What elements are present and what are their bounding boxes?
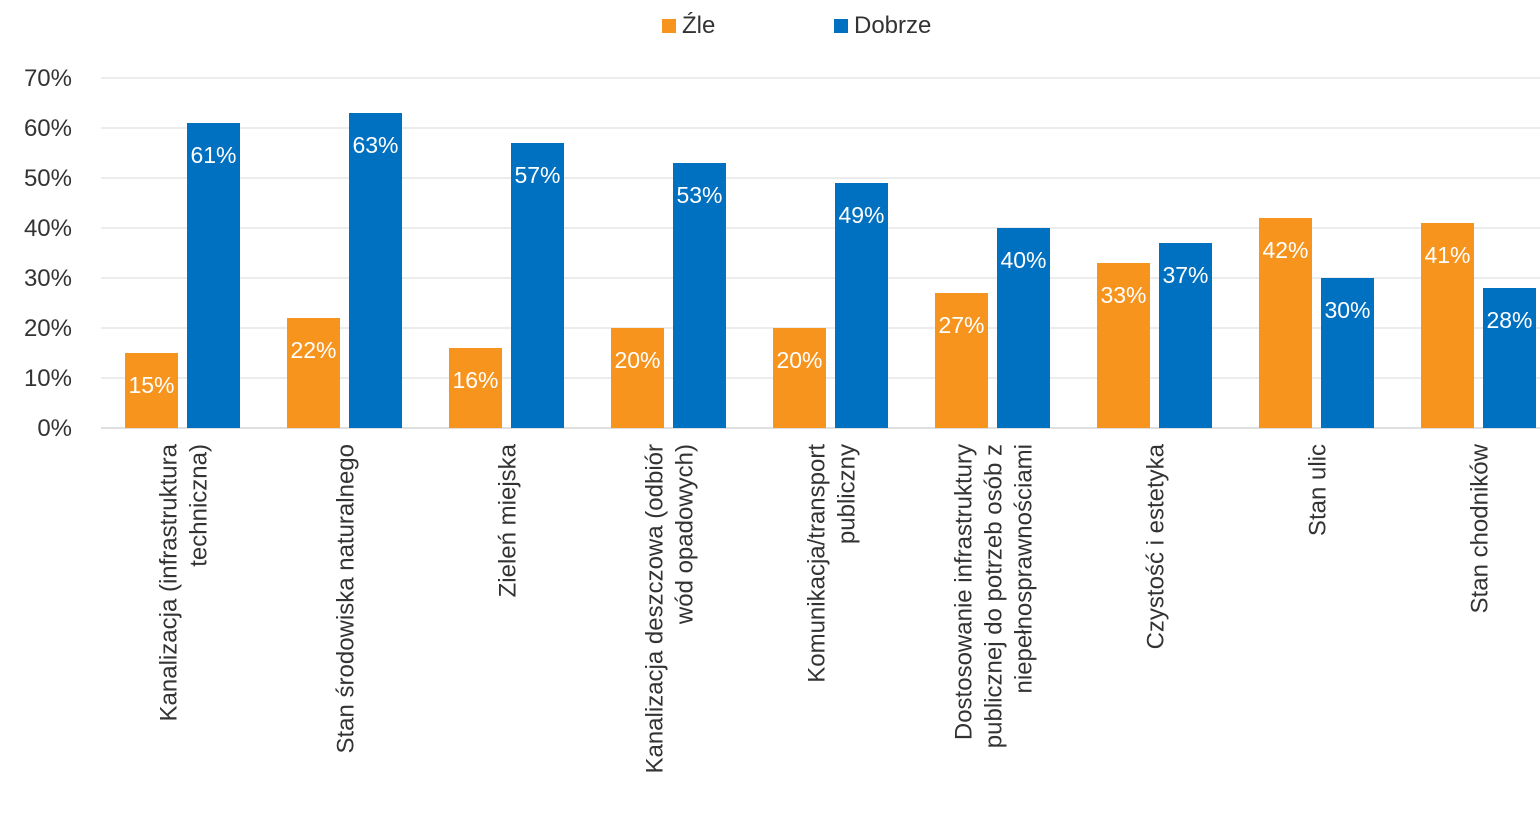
data-label: 20%: [614, 347, 660, 373]
data-label: 41%: [1424, 242, 1470, 268]
y-tick-label: 10%: [24, 365, 72, 392]
bar-dobrze: [349, 113, 402, 428]
y-tick-label: 0%: [37, 415, 72, 442]
legend-label-dobrze: Dobrze: [854, 12, 932, 39]
x-tick-label: wód opadowych): [672, 444, 699, 625]
bar-dobrze: [1483, 288, 1536, 428]
y-tick-label: 60%: [24, 115, 72, 142]
y-tick-label: 50%: [24, 165, 72, 192]
x-tick-label: niepełnosprawnościami: [1011, 444, 1038, 693]
bar-zle: [773, 328, 826, 428]
data-label: 22%: [290, 337, 336, 363]
x-tick-label: techniczna): [186, 444, 213, 567]
legend-item-zle[interactable]: Źle: [662, 12, 715, 40]
y-tick-label: 20%: [24, 315, 72, 342]
x-tick-label: Zieleń miejska: [495, 443, 522, 597]
legend-label-zle: Źle: [682, 12, 716, 39]
bar-zle: [1097, 263, 1150, 428]
bar-dobrze: [997, 228, 1050, 428]
bar-zle: [1259, 218, 1312, 428]
data-label: 27%: [938, 312, 984, 338]
y-tick-label: 40%: [24, 215, 72, 242]
data-label: 49%: [838, 202, 884, 228]
x-tick-label: Stan ulic: [1305, 444, 1332, 536]
data-label: 37%: [1162, 262, 1208, 288]
data-label: 42%: [1262, 237, 1308, 263]
legend-swatch-zle: [662, 19, 676, 33]
x-tick-label: publicznej do potrzeb osób z: [981, 444, 1008, 748]
legend-swatch-dobrze: [834, 19, 848, 33]
data-label: 57%: [514, 162, 560, 188]
bar-zle: [287, 318, 340, 428]
x-tick-label: Czystość i estetyka: [1143, 443, 1170, 649]
legend: Źle Dobrze: [0, 12, 1540, 46]
x-tick-label: Komunikacja/transport: [804, 444, 831, 683]
data-label: 15%: [128, 372, 174, 398]
data-label: 61%: [190, 142, 236, 168]
bar-dobrze: [835, 183, 888, 428]
data-label: 16%: [452, 367, 498, 393]
data-label: 53%: [676, 182, 722, 208]
x-tick-label: Dostosowanie infrastruktury: [951, 444, 978, 740]
bar-zle: [125, 353, 178, 428]
data-label: 40%: [1000, 247, 1046, 273]
y-tick-label: 30%: [24, 265, 72, 292]
data-label: 63%: [352, 132, 398, 158]
x-tick-label: Stan chodników: [1467, 443, 1494, 613]
bar-zle: [935, 293, 988, 428]
x-tick-label: publiczny: [834, 444, 861, 544]
bar-zle: [1421, 223, 1474, 428]
data-label: 20%: [776, 347, 822, 373]
bar-zle: [611, 328, 664, 428]
bar-dobrze: [673, 163, 726, 428]
data-label: 33%: [1100, 282, 1146, 308]
bar-dobrze: [511, 143, 564, 428]
x-tick-label: Kanalizacja (infrastruktura: [156, 443, 183, 721]
data-label: 30%: [1324, 297, 1370, 323]
x-tick-label: Stan środowiska naturalnego: [333, 444, 360, 754]
bar-dobrze: [1159, 243, 1212, 428]
data-label: 28%: [1486, 307, 1532, 333]
bar-dobrze: [1321, 278, 1374, 428]
bar-zle: [449, 348, 502, 428]
bar-dobrze: [187, 123, 240, 428]
y-tick-label: 70%: [24, 65, 72, 92]
legend-item-dobrze[interactable]: Dobrze: [834, 12, 931, 40]
x-tick-label: Kanalizacja deszczowa (odbiór: [642, 444, 669, 774]
